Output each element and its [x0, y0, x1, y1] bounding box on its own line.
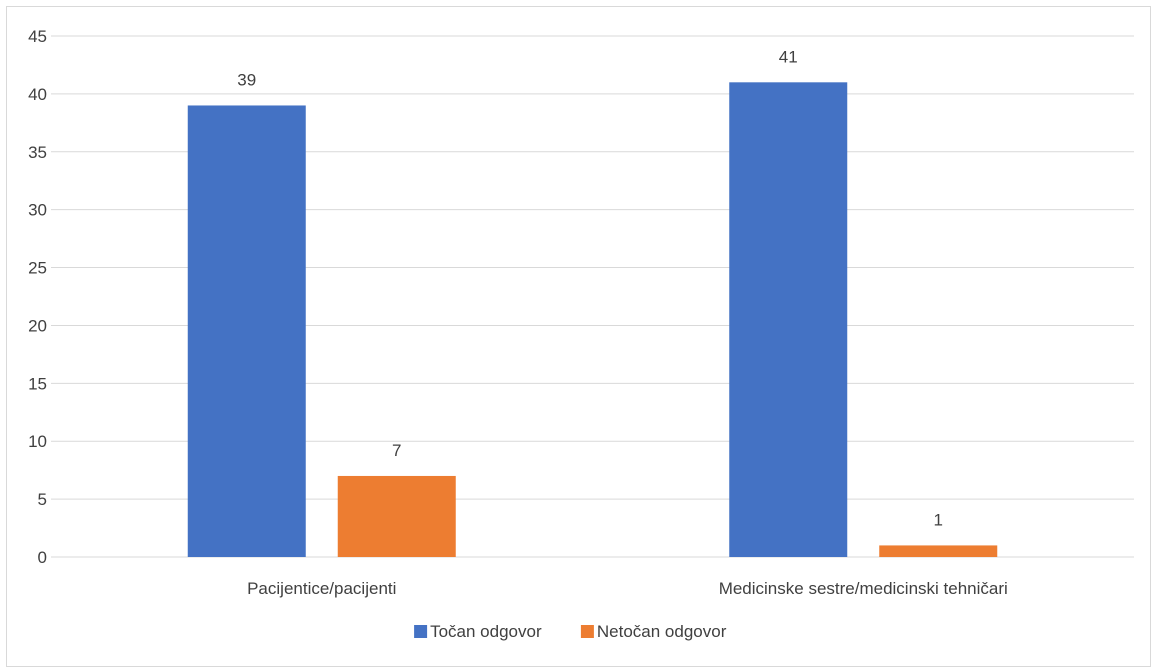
- bars: [187, 82, 998, 558]
- bar: [187, 105, 306, 557]
- data-label: 41: [779, 47, 798, 66]
- y-tick-label: 20: [28, 316, 47, 335]
- legend-swatch: [580, 625, 594, 638]
- chart-frame: 0 5 10 15 20 25 30 35 40 45 39 7 41 1 Pacijentice/pa…: [6, 6, 1151, 667]
- y-tick-label: 25: [28, 259, 47, 278]
- y-tick-label: 40: [28, 85, 47, 104]
- y-tick-label: 10: [28, 432, 47, 451]
- y-tick-label: 35: [28, 143, 47, 162]
- legend: Točan odgovor Netočan odgovor: [414, 622, 727, 641]
- x-axis-categories: Pacijentice/pacijenti Medicinske sestre/m…: [247, 579, 1008, 598]
- data-label: 1: [934, 510, 943, 529]
- legend-label: Netočan odgovor: [597, 622, 727, 641]
- legend-label: Točan odgovor: [430, 622, 542, 641]
- x-category-label: Pacijentice/pacijenti: [247, 579, 396, 598]
- y-axis-ticks: 0 5 10 15 20 25 30 35 40 45: [28, 27, 47, 567]
- x-category-label: Medicinske sestre/medicinski tehničari: [719, 579, 1008, 598]
- y-tick-label: 5: [38, 490, 47, 509]
- y-tick-label: 30: [28, 201, 47, 220]
- y-tick-label: 0: [38, 548, 47, 567]
- bar: [729, 82, 848, 558]
- legend-swatch: [414, 625, 428, 638]
- y-tick-label: 15: [28, 374, 47, 393]
- bar-chart: 0 5 10 15 20 25 30 35 40 45 39 7 41 1 Pacijentice/pa…: [28, 27, 1134, 641]
- y-tick-label: 45: [28, 27, 47, 46]
- data-label: 7: [392, 441, 401, 460]
- bar: [879, 545, 998, 557]
- data-label: 39: [237, 70, 256, 89]
- bar: [337, 475, 456, 557]
- data-labels: 39 7 41 1: [237, 47, 943, 529]
